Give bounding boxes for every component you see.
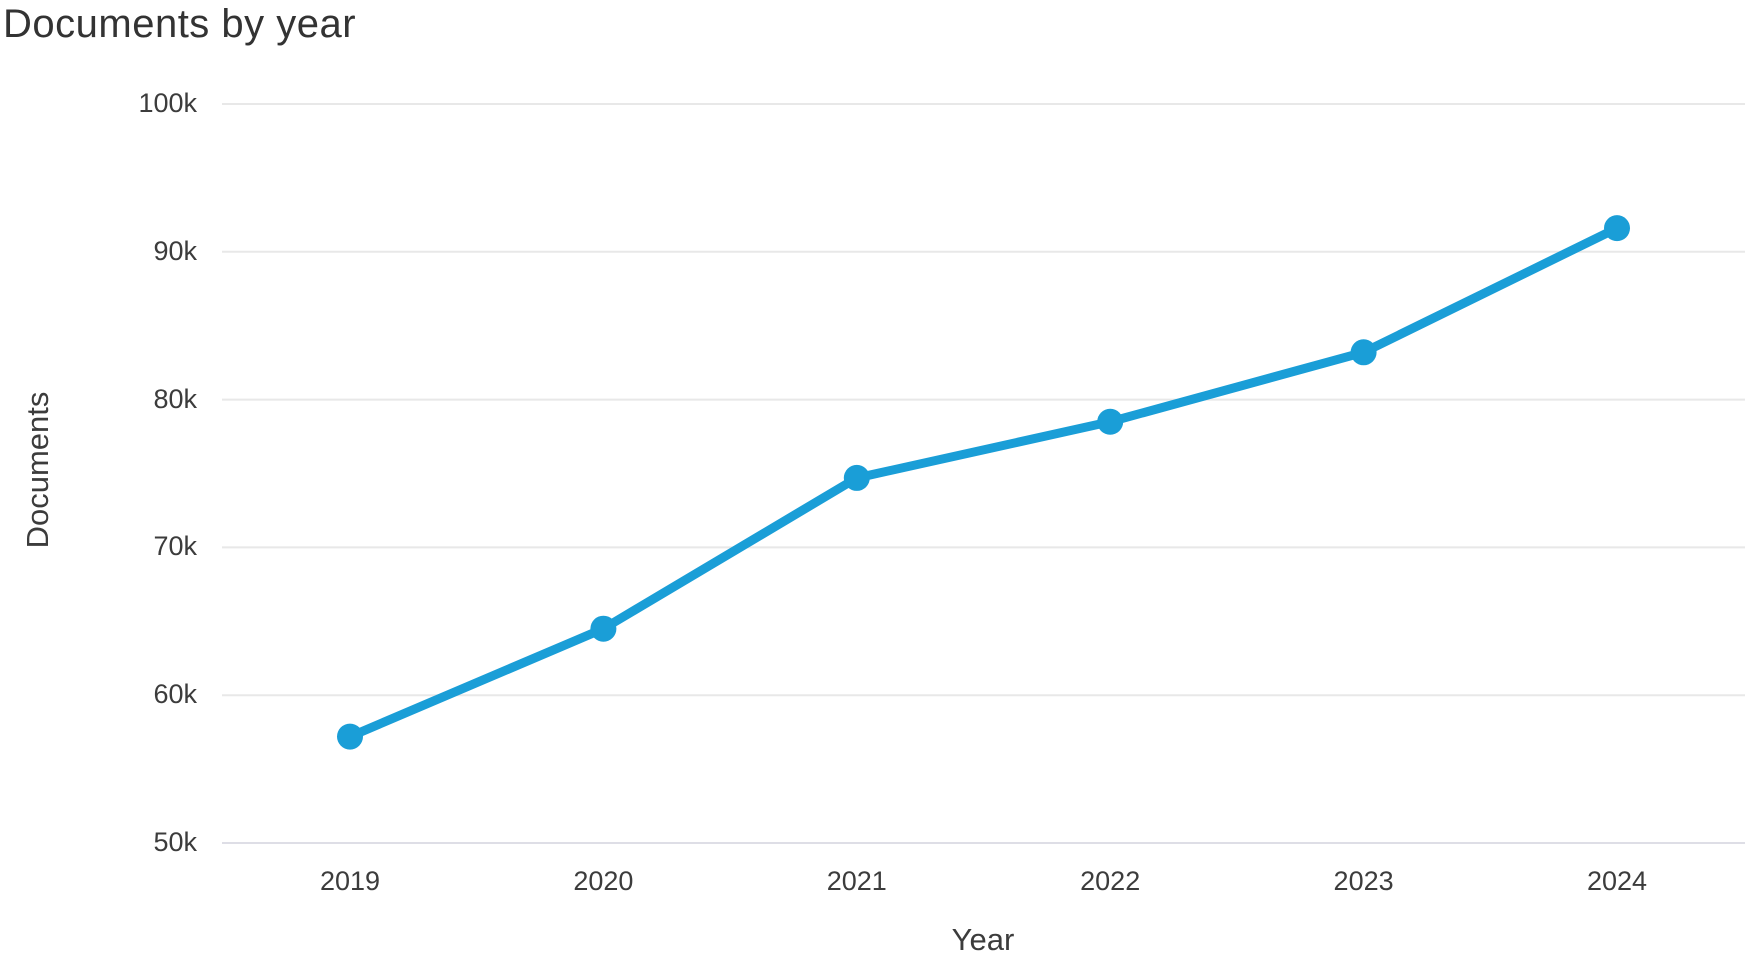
y-tick-label: 50k xyxy=(153,827,197,857)
data-point-2023[interactable] xyxy=(1350,339,1377,366)
x-tick-label: 2019 xyxy=(319,866,381,896)
x-tick-label: 2022 xyxy=(1080,866,1141,896)
chart-title: Documents by year xyxy=(3,2,357,46)
y-tick-label: 80k xyxy=(153,383,197,414)
data-point-2021[interactable] xyxy=(843,464,870,491)
gridlines xyxy=(222,103,1745,844)
y-tick-label: 60k xyxy=(153,679,197,710)
x-tick-label: 2021 xyxy=(826,866,887,896)
trend-line xyxy=(345,223,1622,742)
y-tick-label: 90k xyxy=(153,235,197,266)
y-tick-label: 70k xyxy=(153,531,197,562)
data-point-2020[interactable] xyxy=(590,615,617,642)
data-points xyxy=(337,215,1630,750)
x-axis-title: Year xyxy=(951,922,1015,957)
data-point-2019[interactable] xyxy=(337,723,363,750)
data-point-2022[interactable] xyxy=(1097,408,1124,435)
x-tick-label: 2020 xyxy=(573,866,634,896)
y-axis-title: Documents xyxy=(20,391,55,549)
y-tick-label: 100k xyxy=(138,88,197,118)
data-point-2024[interactable] xyxy=(1604,215,1630,242)
x-tick-label: 2023 xyxy=(1333,866,1394,896)
x-tick-label: 2024 xyxy=(1586,866,1648,896)
